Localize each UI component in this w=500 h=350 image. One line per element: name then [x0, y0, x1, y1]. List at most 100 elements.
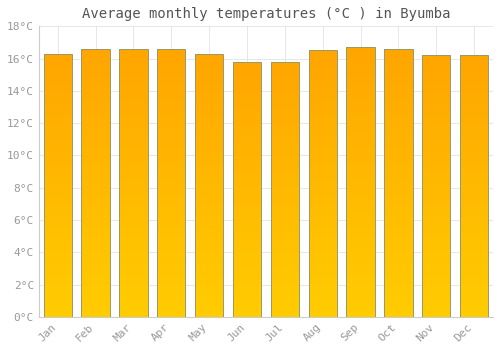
- Bar: [384, 65, 412, 68]
- Bar: [157, 295, 186, 298]
- Bar: [308, 312, 337, 314]
- Bar: [44, 167, 72, 169]
- Bar: [233, 309, 261, 312]
- Bar: [44, 275, 72, 277]
- Bar: [82, 183, 110, 186]
- Bar: [460, 168, 488, 170]
- Bar: [308, 280, 337, 282]
- Bar: [270, 179, 299, 182]
- Bar: [82, 108, 110, 111]
- Bar: [157, 271, 186, 274]
- Bar: [384, 62, 412, 65]
- Bar: [270, 304, 299, 307]
- Bar: [44, 188, 72, 190]
- Bar: [346, 312, 375, 314]
- Bar: [195, 167, 224, 169]
- Bar: [308, 56, 337, 58]
- Bar: [308, 272, 337, 274]
- Bar: [44, 214, 72, 217]
- Bar: [195, 314, 224, 317]
- Bar: [119, 260, 148, 263]
- Bar: [119, 229, 148, 231]
- Bar: [233, 108, 261, 110]
- Bar: [422, 55, 450, 58]
- Bar: [346, 85, 375, 88]
- Bar: [44, 290, 72, 293]
- Bar: [119, 127, 148, 129]
- Bar: [157, 164, 186, 167]
- Bar: [384, 49, 412, 317]
- Bar: [346, 268, 375, 271]
- Bar: [233, 294, 261, 296]
- Bar: [384, 279, 412, 282]
- Bar: [195, 101, 224, 104]
- Bar: [119, 78, 148, 81]
- Bar: [308, 128, 337, 131]
- Bar: [384, 293, 412, 295]
- Bar: [82, 301, 110, 303]
- Bar: [44, 114, 72, 117]
- Bar: [422, 254, 450, 257]
- Bar: [119, 111, 148, 113]
- Bar: [422, 220, 450, 223]
- Bar: [119, 177, 148, 180]
- Bar: [157, 229, 186, 231]
- Bar: [157, 223, 186, 226]
- Bar: [270, 279, 299, 281]
- Bar: [44, 243, 72, 246]
- Bar: [119, 242, 148, 244]
- Bar: [308, 69, 337, 72]
- Bar: [233, 95, 261, 98]
- Bar: [270, 172, 299, 174]
- Bar: [233, 199, 261, 202]
- Bar: [422, 241, 450, 244]
- Bar: [195, 130, 224, 133]
- Bar: [44, 312, 72, 314]
- Bar: [82, 49, 110, 317]
- Bar: [460, 100, 488, 103]
- Bar: [422, 110, 450, 113]
- Bar: [44, 233, 72, 235]
- Bar: [44, 162, 72, 164]
- Bar: [460, 251, 488, 254]
- Bar: [44, 172, 72, 175]
- Bar: [195, 190, 224, 193]
- Bar: [270, 77, 299, 80]
- Bar: [270, 123, 299, 126]
- Bar: [119, 306, 148, 309]
- Bar: [233, 228, 261, 230]
- Bar: [460, 134, 488, 136]
- Bar: [44, 125, 72, 127]
- Bar: [384, 191, 412, 194]
- Bar: [82, 229, 110, 231]
- Bar: [270, 273, 299, 276]
- Bar: [346, 236, 375, 239]
- Bar: [82, 199, 110, 202]
- Bar: [384, 287, 412, 290]
- Bar: [82, 295, 110, 298]
- Bar: [460, 244, 488, 246]
- Bar: [157, 73, 186, 76]
- Bar: [157, 268, 186, 271]
- Bar: [119, 108, 148, 111]
- Bar: [119, 180, 148, 183]
- Bar: [346, 250, 375, 252]
- Bar: [195, 67, 224, 70]
- Bar: [422, 296, 450, 299]
- Bar: [119, 298, 148, 301]
- Bar: [422, 223, 450, 225]
- Bar: [233, 138, 261, 141]
- Bar: [384, 73, 412, 76]
- Bar: [233, 154, 261, 156]
- Bar: [157, 151, 186, 153]
- Bar: [270, 154, 299, 156]
- Bar: [82, 127, 110, 129]
- Bar: [460, 121, 488, 123]
- Bar: [44, 112, 72, 114]
- Bar: [308, 149, 337, 152]
- Bar: [119, 252, 148, 255]
- Bar: [44, 304, 72, 306]
- Bar: [384, 194, 412, 196]
- Bar: [460, 306, 488, 309]
- Bar: [308, 77, 337, 80]
